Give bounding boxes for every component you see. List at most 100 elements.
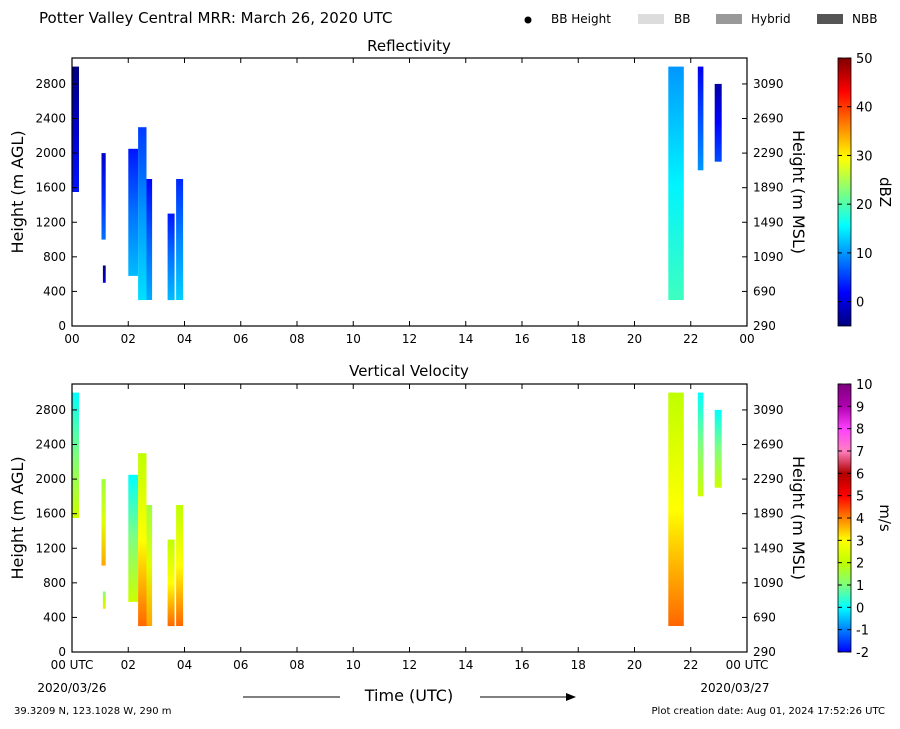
reflectivity-x-tick-label: 12 bbox=[402, 332, 417, 346]
start-date-label: 2020/03/26 bbox=[37, 681, 106, 695]
reflectivity-echo bbox=[138, 127, 147, 301]
velocity-colorbar-tick-label: 6 bbox=[856, 467, 864, 482]
reflectivity-echo bbox=[146, 179, 153, 300]
reflectivity-y-right-tick-label: 1890 bbox=[753, 181, 784, 195]
reflectivity-y-right-tick-label: 1090 bbox=[753, 250, 784, 264]
reflectivity-x-tick-label: 10 bbox=[346, 332, 361, 346]
bb-height-marker bbox=[524, 16, 532, 24]
hybrid-swatch bbox=[716, 14, 742, 24]
velocity-echo bbox=[102, 591, 106, 609]
velocity-colorbar-tick-label: 3 bbox=[856, 534, 864, 549]
velocity-y-tick-label: 1600 bbox=[35, 507, 66, 521]
bb-label: BB bbox=[674, 12, 690, 26]
velocity-echo bbox=[146, 505, 153, 626]
nbb-label: NBB bbox=[852, 12, 877, 26]
reflectivity-x-tick-label: 06 bbox=[233, 332, 248, 346]
velocity-colorbar-ticks: -2 -1 0 1 2 3 4 5 6 7 8 9 10 bbox=[838, 378, 873, 661]
velocity-colorbar-tick-label: 2 bbox=[856, 557, 864, 572]
reflectivity-y-tick-label: 2000 bbox=[35, 146, 66, 160]
reflectivity-colorbar-tick-label: 40 bbox=[856, 101, 873, 116]
velocity-x-tick-label: 08 bbox=[289, 658, 304, 672]
velocity-y-right-tick-label: 690 bbox=[753, 610, 776, 624]
reflectivity-y-tick-label: 800 bbox=[43, 250, 66, 264]
velocity-colorbar-tick-label: 1 bbox=[856, 579, 864, 594]
reflectivity-colorbar-ticks: 0 10 20 30 40 50 bbox=[838, 52, 873, 311]
reflectivity-echo bbox=[102, 265, 106, 283]
velocity-y-ticks: 0 400 800 1200 1600 2000 2400 2800 bbox=[35, 403, 77, 659]
velocity-y-right-tick-label: 2290 bbox=[753, 472, 784, 486]
reflectivity-echo bbox=[714, 83, 722, 162]
velocity-echoes bbox=[72, 392, 722, 627]
velocity-echo bbox=[697, 392, 704, 497]
velocity-y-tick-label: 2000 bbox=[35, 472, 66, 486]
velocity-y-ticks-right: 290 690 1090 1490 1890 2290 2690 3090 bbox=[742, 403, 784, 659]
reflectivity-ylabel: Height (m AGL) bbox=[8, 130, 27, 253]
velocity-x-tick-label: 06 bbox=[233, 658, 248, 672]
reflectivity-x-tick-label: 18 bbox=[571, 332, 586, 346]
velocity-colorbar-tick-label: 10 bbox=[856, 378, 873, 393]
reflectivity-x-ticks: 00 02 04 06 08 10 12 14 16 18 20 22 00 bbox=[64, 58, 755, 346]
velocity-x-tick-label: 10 bbox=[346, 658, 361, 672]
velocity-y-right-tick-label: 3090 bbox=[753, 403, 784, 417]
velocity-x-tick-label: 20 bbox=[627, 658, 642, 672]
velocity-y-right-tick-label: 290 bbox=[753, 645, 776, 659]
reflectivity-colorbar bbox=[837, 57, 852, 327]
reflectivity-x-tick-label: 02 bbox=[121, 332, 136, 346]
velocity-y-right-tick-label: 1490 bbox=[753, 541, 784, 555]
bb-swatch bbox=[638, 14, 664, 24]
location-text: 39.3209 N, 123.1028 W, 290 m bbox=[14, 706, 172, 717]
reflectivity-title: Reflectivity bbox=[367, 37, 451, 55]
reflectivity-x-tick-label: 14 bbox=[458, 332, 473, 346]
velocity-colorbar-tick-label: 5 bbox=[856, 490, 864, 505]
reflectivity-echo bbox=[697, 66, 704, 171]
reflectivity-echo bbox=[128, 148, 139, 276]
velocity-y-tick-label: 2800 bbox=[35, 403, 66, 417]
velocity-x-tick-label: 14 bbox=[458, 658, 473, 672]
velocity-echo bbox=[714, 409, 722, 488]
reflectivity-y-right-tick-label: 2690 bbox=[753, 112, 784, 126]
reflectivity-colorbar-tick-label: 30 bbox=[856, 149, 873, 164]
velocity-colorbar-tick-label: 4 bbox=[856, 512, 864, 527]
reflectivity-x-tick-label: 16 bbox=[514, 332, 529, 346]
velocity-y-tick-label: 1200 bbox=[35, 541, 66, 555]
nbb-swatch bbox=[817, 14, 843, 24]
reflectivity-x-tick-label: 00 bbox=[64, 332, 79, 346]
reflectivity-x-tick-label: 22 bbox=[683, 332, 698, 346]
figure-title: Potter Valley Central MRR: March 26, 202… bbox=[39, 9, 392, 27]
velocity-title: Vertical Velocity bbox=[349, 362, 469, 380]
velocity-y-right-tick-label: 1090 bbox=[753, 576, 784, 590]
reflectivity-y-tick-label: 1200 bbox=[35, 215, 66, 229]
reflectivity-y-right-tick-label: 690 bbox=[753, 284, 776, 298]
reflectivity-colorbar-label: dBZ bbox=[876, 177, 894, 207]
velocity-x-tick-label: 02 bbox=[121, 658, 136, 672]
velocity-echo bbox=[72, 392, 79, 518]
reflectivity-y-tick-label: 0 bbox=[58, 319, 66, 333]
bb-height-label: BB Height bbox=[551, 12, 611, 26]
reflectivity-colorbar-tick-label: 50 bbox=[856, 52, 873, 67]
velocity-y-tick-label: 2400 bbox=[35, 438, 66, 452]
velocity-y-tick-label: 800 bbox=[43, 576, 66, 590]
reflectivity-y-right-tick-label: 2290 bbox=[753, 146, 784, 160]
reflectivity-x-tick-label: 08 bbox=[289, 332, 304, 346]
velocity-y-right-tick-label: 1890 bbox=[753, 507, 784, 521]
velocity-x-tick-label: 00 UTC bbox=[51, 658, 94, 672]
velocity-echo bbox=[138, 453, 147, 627]
velocity-echo bbox=[167, 539, 175, 627]
velocity-colorbar-tick-label: 7 bbox=[856, 445, 864, 460]
reflectivity-y-ticks: 0 400 800 1200 1600 2000 2400 2800 bbox=[35, 77, 77, 333]
velocity-colorbar-tick-label: 9 bbox=[856, 400, 864, 415]
reflectivity-colorbar-tick-label: 0 bbox=[856, 296, 864, 311]
velocity-echo bbox=[128, 474, 139, 602]
velocity-echo bbox=[101, 479, 106, 566]
velocity-colorbar-label: m/s bbox=[876, 504, 894, 532]
velocity-x-tick-label: 16 bbox=[514, 658, 529, 672]
time-axis-label: Time (UTC) bbox=[364, 686, 453, 705]
velocity-ylabel: Height (m AGL) bbox=[8, 456, 27, 579]
velocity-x-tick-label: 22 bbox=[683, 658, 698, 672]
reflectivity-x-tick-label: 00 bbox=[739, 332, 754, 346]
velocity-colorbar-tick-label: 8 bbox=[856, 423, 864, 438]
reflectivity-echoes bbox=[72, 66, 722, 301]
reflectivity-echo bbox=[167, 213, 175, 301]
reflectivity-echo bbox=[176, 179, 184, 300]
velocity-y-tick-label: 400 bbox=[43, 610, 66, 624]
